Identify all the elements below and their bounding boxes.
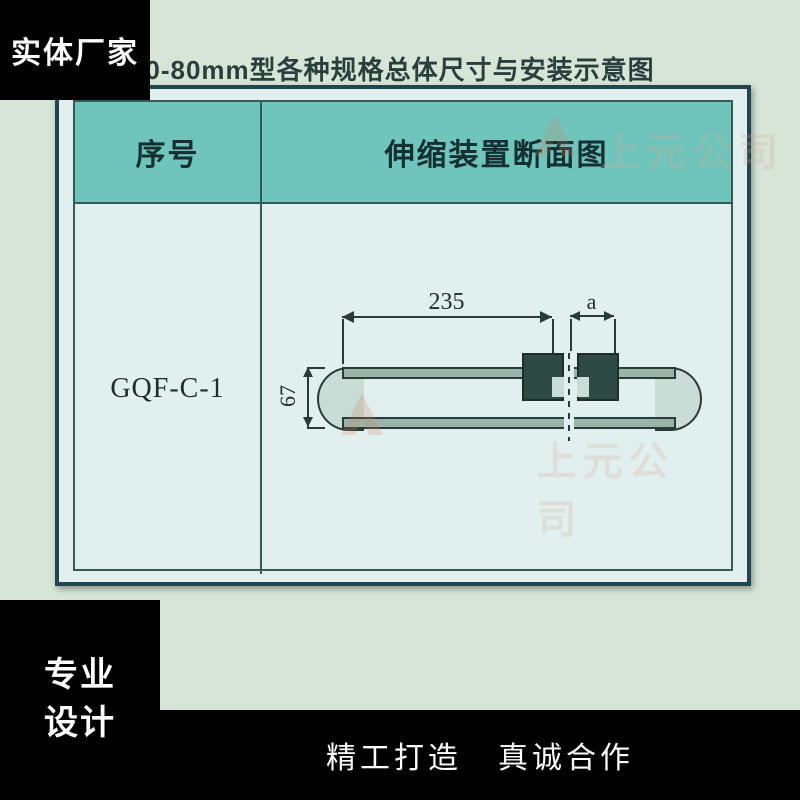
col-header-section-label: 伸缩装置断面图: [385, 130, 609, 174]
dimension-width-value: 235: [429, 289, 465, 316]
cross-section: [317, 357, 677, 447]
slogan-right: 真诚合作: [498, 733, 634, 777]
dimension-gap-line: [570, 315, 614, 317]
dimension-height: 67: [283, 353, 319, 445]
page: 0-80mm型各种规格总体尺寸与安装示意图 序号 伸缩装置断面图 GQF-C-1: [0, 0, 800, 800]
plate-bottom: [342, 417, 676, 429]
dimension-gap: a: [570, 289, 614, 317]
spec-table: 序号 伸缩装置断面图 GQF-C-1 235: [73, 100, 733, 571]
row-code-label: GQF-C-1: [110, 373, 224, 405]
table-row: GQF-C-1 235 a: [75, 204, 731, 574]
expansion-joint-diagram: 235 a 67: [287, 279, 707, 499]
dimension-height-line: [307, 367, 309, 427]
col-header-index-label: 序号: [136, 130, 200, 174]
dimension-gap-label: a: [587, 289, 597, 315]
joint-block-right: [577, 353, 619, 401]
badge-factory: 实体厂家: [0, 0, 150, 100]
cell-diagram: 235 a 67: [262, 204, 731, 574]
joint-block-left: [522, 353, 564, 401]
cell-code: GQF-C-1: [75, 204, 262, 574]
col-header-index: 序号: [75, 102, 262, 202]
dimension-width: 235: [342, 289, 552, 318]
seal-notch: [552, 377, 564, 397]
center-line: [568, 353, 570, 441]
slogan-left: 精工打造: [326, 733, 462, 777]
plate-top: [342, 367, 676, 379]
bottom-slogan-strip: 精工打造 真诚合作: [160, 710, 800, 800]
spec-card: 序号 伸缩装置断面图 GQF-C-1 235: [55, 85, 751, 586]
seal-notch: [577, 377, 589, 397]
col-header-section: 伸缩装置断面图: [262, 102, 731, 202]
dimension-height-value: 67: [275, 385, 301, 407]
badge-design: 专业设计: [0, 600, 160, 800]
table-header-row: 序号 伸缩装置断面图: [75, 102, 731, 204]
dimension-width-line: [342, 316, 552, 318]
